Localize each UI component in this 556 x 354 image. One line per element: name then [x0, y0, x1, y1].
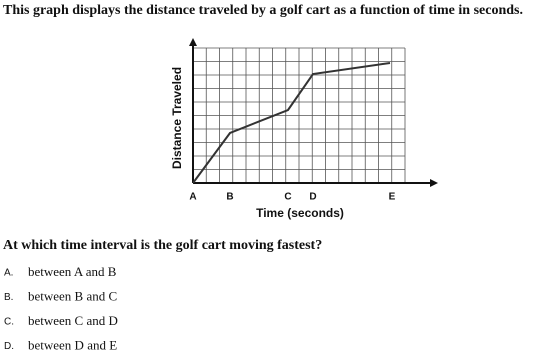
graph-line — [192, 62, 391, 184]
y-arrow — [189, 38, 197, 46]
x-label: Time (seconds) — [256, 206, 344, 220]
option-text: between C and D — [28, 313, 118, 328]
question: At which time interval is the golf cart … — [3, 238, 322, 253]
option-text: between A and B — [28, 264, 117, 279]
y-label: Distance Traveled — [170, 67, 184, 169]
option-letter: A. — [4, 268, 13, 279]
point-label: D — [309, 192, 316, 203]
option-letter: C. — [4, 317, 14, 328]
option-letter: D. — [4, 341, 14, 352]
point-label: E — [389, 192, 396, 203]
option-text: between D and E — [28, 337, 117, 352]
x-arrow — [430, 179, 438, 187]
option-text: between B and C — [28, 288, 117, 303]
grid — [193, 47, 406, 183]
point-label: C — [284, 192, 291, 203]
point-label: A — [189, 192, 196, 203]
option-letter: B. — [4, 292, 13, 303]
intro: This graph displays the distance travele… — [3, 3, 523, 18]
point-label: B — [226, 192, 233, 203]
